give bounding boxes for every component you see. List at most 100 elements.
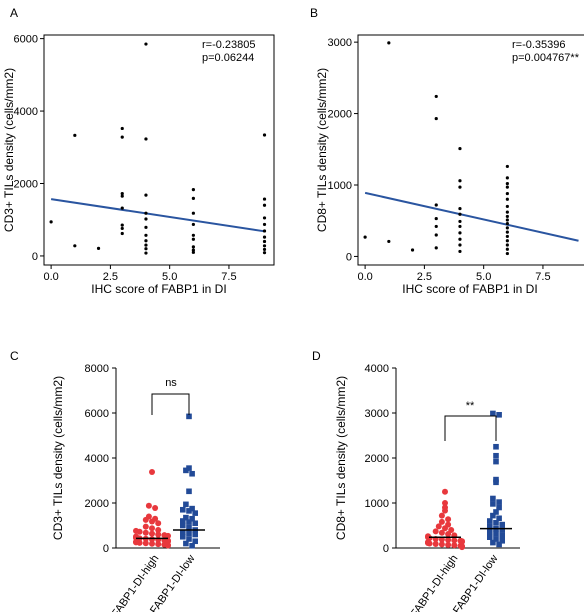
panel-d-point-low	[496, 541, 502, 548]
panel-c-point-low	[186, 413, 192, 420]
panel-b-point	[363, 235, 367, 239]
panel-b-y-tick-label: 2000	[328, 109, 352, 121]
panel-a-point	[73, 133, 77, 137]
panel-b-y-tick-label: 0	[346, 251, 352, 263]
panel-d-point-low	[499, 532, 505, 539]
panel-d-point-low	[487, 518, 493, 524]
panel-d-significance-label: **	[466, 400, 475, 412]
panel-c-point-high	[145, 502, 152, 509]
panel-b-point	[458, 224, 462, 229]
panel-b-point	[505, 234, 509, 239]
panel-b-point	[505, 204, 509, 209]
panel-a-trend-line	[50, 198, 265, 233]
panel-d-point-low	[496, 515, 502, 522]
panel-c-point-low	[183, 501, 189, 508]
panel-a-point	[262, 197, 267, 201]
panel-a-point	[191, 222, 195, 227]
panel-a-point	[191, 233, 195, 237]
panel-b-point	[434, 224, 438, 229]
panel-d-point-high	[451, 542, 458, 549]
panel-c-point-high	[155, 541, 162, 548]
panel-b-point	[458, 185, 462, 189]
panel-d-point-low	[490, 495, 496, 502]
panel-b-point	[434, 216, 438, 221]
panel-b-point	[505, 176, 509, 180]
panel-b-point	[505, 164, 509, 169]
panel-c-point-high	[149, 518, 155, 525]
panel-b-point	[458, 146, 462, 151]
panel-c-point-high	[152, 504, 159, 511]
panel-c-point-low	[183, 540, 189, 547]
panel-d-point-high	[445, 541, 452, 548]
panel-c-point-high	[142, 540, 149, 547]
panel-a-point	[120, 226, 124, 231]
panel-d-point-high	[451, 537, 458, 544]
panel-a-point	[262, 222, 267, 227]
panel-b-point	[505, 197, 509, 201]
panel-d-point-low	[490, 410, 496, 417]
panel-c-medians	[136, 529, 205, 540]
panel-a-point	[120, 126, 124, 131]
panel-c-point-low	[192, 531, 198, 538]
panel-b-y-tick-label: 1000	[328, 180, 352, 192]
panel-c-point-low	[189, 470, 195, 477]
panel-a-point	[144, 233, 148, 237]
panel-c-point-low	[180, 529, 186, 536]
panel-a-point	[262, 216, 267, 220]
panel-c-y-tick-label: 0	[103, 543, 109, 555]
panel-b-point	[387, 239, 391, 244]
panel-d-point-high	[442, 525, 448, 532]
panel-c-point-low	[189, 542, 195, 549]
panel-a-point	[144, 137, 148, 141]
panel-d-point-high	[438, 518, 445, 525]
panel-a-point	[144, 193, 148, 197]
panel-a-x-label: IHC score of FABP1 in DI	[91, 282, 226, 296]
panel-c-point-low	[192, 538, 198, 545]
panel-c-point-high	[155, 531, 162, 538]
panel-a-point	[144, 217, 148, 221]
panel-b-points	[363, 41, 509, 256]
panel-d-point-high	[438, 512, 445, 519]
panel-d-point-low	[499, 527, 505, 533]
panel-a-point	[96, 246, 101, 250]
panel-a-point	[144, 239, 148, 243]
panel-b-y-label: CD8+ TILs density (cells/mm2)	[315, 68, 329, 232]
panel-a-point	[262, 229, 267, 233]
panel-c-point-high	[155, 527, 162, 533]
panel-d-point-high	[442, 500, 448, 506]
panel-b-point	[458, 237, 462, 241]
panel-b-point	[505, 230, 509, 234]
panel-a-point	[262, 251, 267, 255]
panel-c-point-high	[142, 529, 149, 536]
panel-b-point	[505, 251, 509, 256]
panel-a-x-tick-label: 2.5	[103, 271, 118, 283]
panel-a-point	[191, 237, 195, 241]
panel-a-point	[144, 247, 148, 251]
panel-b-point	[434, 246, 438, 250]
panel-d-point-low	[496, 412, 502, 418]
panel-c-point-low	[186, 465, 192, 471]
panel-d-point-low	[499, 538, 505, 544]
panel-c-point-low	[192, 510, 198, 516]
panel-c-point-low	[186, 524, 192, 531]
panel-a-p-annotation: p=0.06244	[202, 52, 254, 64]
panel-b-x-tick-label: 0.0	[357, 271, 372, 283]
panel-d-y-label: CD8+ TILs density (cells/mm2)	[334, 376, 348, 540]
panel-b-point	[505, 181, 509, 186]
panel-b-point	[434, 94, 438, 99]
panel-b-point	[434, 233, 438, 237]
panel-d-point-high	[459, 544, 465, 551]
panel-c-y-label: CD3+ TILs density (cells/mm2)	[51, 376, 65, 540]
panel-b-x-tick-label: 2.5	[417, 271, 432, 283]
panel-d-point-high	[445, 531, 452, 538]
panel-c-point-low	[186, 508, 192, 514]
panel-a-y-tick-label: 0	[32, 251, 38, 263]
panel-a-point	[49, 220, 53, 224]
panel-d-point-high	[438, 541, 445, 548]
panel-c-point-low	[180, 518, 186, 524]
panel-b-point	[505, 210, 509, 214]
panel-c-point-high	[149, 530, 155, 537]
